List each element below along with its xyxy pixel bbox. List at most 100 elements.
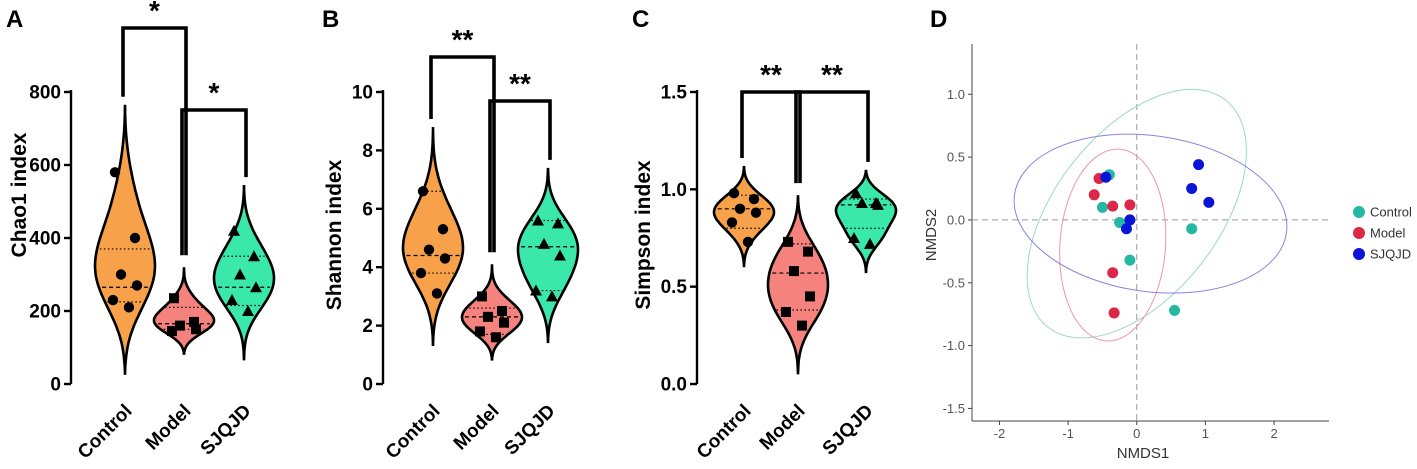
y-tick-label: 200	[29, 302, 61, 323]
y-tick-label: 2	[362, 316, 373, 337]
violin-model	[152, 267, 216, 355]
significance-label: *	[149, 0, 160, 26]
legend-marker-model	[1353, 227, 1365, 239]
significance-label: **	[452, 24, 474, 55]
nmds-point-model	[1108, 307, 1120, 319]
data-point-sjqjd	[248, 250, 260, 262]
significance-label: **	[760, 59, 782, 90]
data-point-sjqjd	[546, 290, 558, 302]
data-point-control	[109, 167, 121, 178]
y-tick-label: 0.0	[661, 375, 687, 396]
y-tick-label: 4	[362, 258, 373, 279]
x-category-label: Model	[142, 401, 196, 455]
y-tick-label: 1.0	[661, 180, 687, 201]
data-point-model	[789, 266, 799, 277]
data-point-model	[169, 293, 179, 304]
panel-b-y-axis-title: Shannon index	[323, 159, 346, 310]
legend-label-model: Model	[1370, 226, 1406, 241]
x-category-label: Model	[756, 401, 810, 455]
nmds-point-sjqjd	[1100, 171, 1112, 183]
data-point-control	[742, 236, 754, 248]
panel-d-x-axis-title: NMDS1	[1117, 445, 1170, 462]
x-tick-label: 2	[1270, 426, 1277, 441]
nmds-point-control	[1169, 304, 1181, 316]
nmds-point-sjqjd	[1124, 214, 1136, 226]
x-category-label: Model	[450, 401, 504, 455]
significance-label: **	[821, 59, 843, 90]
violin-control	[401, 127, 465, 347]
y-tick-label: -1.5	[943, 401, 965, 416]
significance-label: **	[509, 68, 531, 99]
x-category-label: Control	[74, 401, 137, 464]
data-point-sjqjd	[250, 281, 262, 293]
ellipse-model	[1059, 148, 1167, 342]
data-point-model	[477, 291, 487, 302]
data-point-model	[475, 326, 485, 337]
y-tick-label: 400	[29, 229, 61, 250]
data-point-sjqjd	[864, 237, 876, 249]
panel-c-y-axis-title: Simpson index	[632, 160, 655, 310]
data-point-model	[805, 291, 815, 302]
data-point-model	[483, 311, 493, 322]
data-point-control	[123, 302, 135, 313]
data-point-control	[728, 188, 740, 199]
data-point-sjqjd	[532, 214, 544, 226]
significance-label: *	[209, 77, 220, 108]
y-tick-label: 0.5	[947, 150, 965, 165]
violin-panel-a: 0 200 400 600 800 Control Model SJQJD * *	[29, 0, 276, 464]
panel-letter-a: A	[6, 6, 23, 33]
significance-bracket	[794, 90, 870, 184]
x-category-label: Control	[382, 401, 445, 464]
data-point-sjqjd	[850, 187, 862, 199]
data-point-sjqjd	[226, 294, 238, 306]
data-point-model	[175, 320, 185, 331]
data-point-control	[431, 288, 443, 299]
x-tick-label: 1	[1202, 426, 1209, 441]
data-point-model	[803, 246, 813, 257]
ellipse-control	[1026, 88, 1247, 339]
significance-bracket	[429, 55, 496, 253]
violin-control	[93, 104, 157, 375]
nmds-point-model	[1107, 200, 1119, 212]
significance-bracket	[121, 26, 188, 256]
legend-label-sjqjd: SJQJD	[1370, 247, 1411, 262]
y-tick-label: 0.5	[661, 277, 688, 298]
data-point-sjqjd	[872, 198, 884, 210]
panel-a-y-axis-title: Chao1 index	[8, 132, 31, 257]
panel-d-y-axis-title: NMDS2	[923, 209, 940, 262]
data-point-sjqjd	[242, 305, 254, 316]
violin-sjqjd	[212, 185, 276, 361]
nmds-point-control	[1096, 201, 1108, 213]
data-point-control	[129, 232, 141, 244]
data-point-model	[499, 317, 509, 328]
data-point-sjqjd	[552, 217, 564, 229]
data-point-sjqjd	[538, 237, 550, 249]
x-category-label: SJQJD	[197, 401, 256, 460]
panel-letter-b: B	[322, 6, 339, 33]
nmds-point-sjqjd	[1186, 183, 1198, 195]
y-tick-label: 10	[352, 83, 373, 104]
nmds-point-model	[1107, 267, 1119, 279]
violin-control	[712, 165, 776, 268]
y-tick-label: 1.0	[947, 87, 965, 102]
nmds-point-model	[1124, 199, 1136, 211]
y-tick-label: 0.0	[947, 212, 965, 227]
significance-bracket	[180, 108, 248, 256]
data-point-control	[131, 280, 143, 291]
data-point-control	[115, 269, 127, 280]
y-tick-label: -0.5	[943, 275, 965, 290]
y-tick-label: 600	[29, 156, 61, 177]
y-tick-label: 0	[50, 375, 61, 396]
data-point-control	[750, 207, 762, 218]
data-point-sjqjd	[554, 249, 566, 261]
x-tick-label: 0	[1133, 426, 1140, 441]
data-point-control	[107, 294, 119, 306]
data-point-sjqjd	[234, 268, 246, 280]
nmds-point-control	[1186, 223, 1198, 235]
significance-bracket	[740, 90, 802, 184]
x-category-label: SJQJD	[501, 401, 560, 460]
y-tick-label: -1.0	[943, 338, 965, 353]
y-tick-label: 800	[29, 83, 61, 104]
